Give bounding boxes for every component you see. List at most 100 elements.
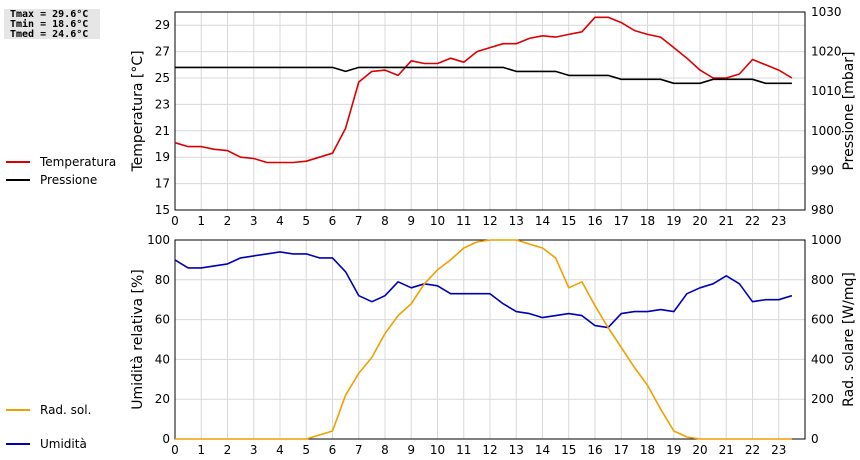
- stats-box: Tmax = 29.6°C Tmin = 18.6°C Tmed = 24.6°…: [4, 9, 100, 40]
- right-tick-label: 980: [811, 203, 834, 217]
- x-tick-label: 13: [509, 214, 524, 228]
- x-tick-label: 16: [587, 443, 602, 457]
- legend-pressure-swatch: [6, 179, 30, 181]
- x-tick-label: 5: [302, 443, 310, 457]
- x-tick-label: 10: [430, 443, 445, 457]
- right-tick-label: 0: [811, 432, 819, 446]
- left-tick-label: 19: [155, 150, 170, 164]
- tmed-text: Tmed = 24.6°C: [10, 29, 89, 40]
- x-tick-label: 22: [745, 214, 760, 228]
- x-tick-label: 1: [197, 214, 205, 228]
- x-tick-label: 22: [745, 443, 760, 457]
- x-tick-label: 10: [430, 214, 445, 228]
- legend-temperature-swatch: [6, 161, 30, 163]
- x-tick-label: 14: [535, 214, 550, 228]
- x-tick-label: 0: [171, 214, 179, 228]
- x-tick-label: 1: [197, 443, 205, 457]
- x-tick-label: 23: [771, 214, 786, 228]
- left-tick-label: 17: [155, 177, 170, 191]
- left-tick-label: 23: [155, 97, 170, 111]
- left-tick-label: 80: [155, 273, 170, 287]
- series-temperature-line: [174, 16, 793, 164]
- x-tick-label: 0: [171, 443, 179, 457]
- left-tick-label: 15: [155, 203, 170, 217]
- x-tick-label: 7: [355, 214, 363, 228]
- tmin-text: Tmin = 18.6°C: [10, 19, 89, 30]
- right-tick-label: 1000: [811, 124, 842, 138]
- tmax-text: Tmax = 29.6°C: [10, 9, 89, 20]
- left-tick-label: 60: [155, 313, 170, 327]
- x-tick-label: 4: [276, 443, 284, 457]
- right-tick-label: 1030: [811, 5, 842, 19]
- x-tick-label: 8: [381, 443, 389, 457]
- x-tick-label: 20: [692, 443, 707, 457]
- series-radiation-line: [175, 239, 792, 440]
- legend-pressure: Pressione: [6, 172, 97, 188]
- left-tick-label: 20: [155, 392, 170, 406]
- x-tick-label: 18: [640, 214, 655, 228]
- right-tick-label: 1000: [811, 233, 842, 247]
- x-tick-label: 15: [561, 214, 576, 228]
- x-tick-label: 16: [587, 214, 602, 228]
- legend-humidity: Umidità: [6, 436, 87, 452]
- x-tick-label: 20: [692, 214, 707, 228]
- x-tick-label: 7: [355, 443, 363, 457]
- x-tick-label: 9: [407, 443, 415, 457]
- x-tick-label: 3: [250, 214, 258, 228]
- right-tick-label: 990: [811, 163, 834, 177]
- x-tick-label: 21: [719, 214, 734, 228]
- right-axis-title: Rad. solare [W/mq]: [841, 272, 857, 407]
- legend-radiation-swatch: [6, 409, 30, 411]
- x-tick-label: 6: [329, 443, 337, 457]
- x-tick-label: 14: [535, 443, 550, 457]
- series-pressure-line: [175, 66, 792, 85]
- left-axis-title: Temperatura [°C]: [130, 50, 146, 172]
- legend-temperature: Temperatura: [6, 154, 116, 170]
- series-humidity-line: [174, 251, 793, 329]
- right-tick-label: 600: [811, 313, 834, 327]
- left-axis-title: Umidità relativa [%]: [130, 269, 146, 410]
- x-tick-label: 17: [614, 443, 629, 457]
- legend-humidity-swatch: [6, 443, 30, 445]
- legend-radiation-label: Rad. sol.: [40, 403, 92, 417]
- x-tick-label: 21: [719, 443, 734, 457]
- x-tick-label: 8: [381, 214, 389, 228]
- right-tick-label: 1020: [811, 45, 842, 59]
- right-tick-label: 800: [811, 273, 834, 287]
- legend-radiation: Rad. sol.: [6, 402, 91, 418]
- left-tick-label: 29: [155, 18, 170, 32]
- x-tick-label: 12: [482, 214, 497, 228]
- x-tick-label: 4: [276, 214, 284, 228]
- chart-1: 0 1 2 3 4 5 6 7 8 9 10 11 12 13 14 15 16 17 18 19 20 21 22 2315…: [130, 5, 857, 228]
- x-tick-label: 6: [329, 214, 337, 228]
- x-tick-label: 18: [640, 443, 655, 457]
- left-tick-label: 40: [155, 352, 170, 366]
- x-tick-label: 9: [407, 214, 415, 228]
- legend-humidity-label: Umidità: [40, 437, 87, 451]
- x-tick-label: 3: [250, 443, 258, 457]
- right-tick-label: 1010: [811, 84, 842, 98]
- left-tick-label: 100: [147, 233, 170, 247]
- right-tick-label: 400: [811, 352, 834, 366]
- right-tick-label: 200: [811, 392, 834, 406]
- left-tick-label: 25: [155, 71, 170, 85]
- x-tick-label: 11: [456, 214, 471, 228]
- chart-2: 0 1 2 3 4 5 6 7 8 9 10 11 12 13 14 15 16 17 18 19 20 21 22 2302…: [130, 233, 857, 457]
- x-tick-label: 17: [614, 214, 629, 228]
- x-tick-label: 5: [302, 214, 310, 228]
- x-tick-label: 12: [482, 443, 497, 457]
- left-tick-label: 27: [155, 45, 170, 59]
- legend-temperature-label: Temperatura: [40, 155, 117, 169]
- x-tick-label: 2: [224, 443, 232, 457]
- right-axis-title: Pressione [mbar]: [841, 51, 857, 170]
- x-tick-label: 13: [509, 443, 524, 457]
- x-tick-label: 15: [561, 443, 576, 457]
- left-tick-label: 21: [155, 124, 170, 138]
- x-tick-label: 2: [224, 214, 232, 228]
- plot-frame: [174, 11, 806, 211]
- left-tick-label: 0: [162, 432, 170, 446]
- x-tick-label: 19: [666, 214, 681, 228]
- x-tick-label: 19: [666, 443, 681, 457]
- legend-pressure-label: Pressione: [40, 173, 98, 187]
